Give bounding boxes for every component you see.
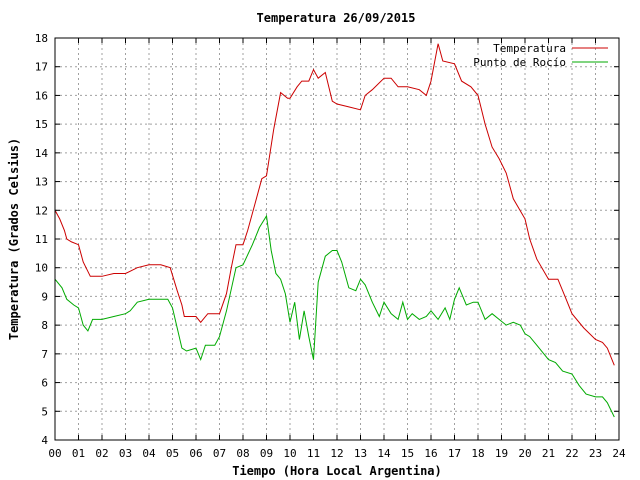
x-tick-label: 13: [354, 447, 367, 460]
x-tick-label: 00: [48, 447, 61, 460]
x-tick-label: 20: [518, 447, 531, 460]
y-tick-label: 9: [41, 290, 48, 303]
x-tick-label: 08: [236, 447, 249, 460]
x-tick-label: 21: [542, 447, 555, 460]
y-tick-label: 18: [35, 32, 48, 45]
x-tick-label: 10: [283, 447, 296, 460]
x-tick-label: 17: [448, 447, 461, 460]
series-lines: [54, 43, 615, 418]
series-line-temperatura: [54, 43, 615, 366]
y-tick-label: 13: [35, 176, 48, 189]
x-tick-label: 23: [589, 447, 602, 460]
y-tick-label: 7: [41, 348, 48, 361]
y-tick-label: 11: [35, 233, 48, 246]
x-tick-label: 02: [95, 447, 108, 460]
legend-label-punto-de-rocio: Punto de Rocío: [473, 56, 566, 69]
x-tick-label: 12: [330, 447, 343, 460]
x-tick-label: 15: [401, 447, 414, 460]
y-tick-label: 12: [35, 204, 48, 217]
x-tick-label: 19: [495, 447, 508, 460]
x-tick-label: 18: [471, 447, 484, 460]
x-tick-label: 22: [565, 447, 578, 460]
y-tick-label: 8: [41, 319, 48, 332]
y-tick-label: 15: [35, 118, 48, 131]
y-tick-label: 5: [41, 405, 48, 418]
chart-title: Temperatura 26/09/2015: [257, 11, 416, 25]
y-tick-labels: 4 5 6 7 8 9 10 11 12 13 14 15 16 17 18: [35, 32, 49, 447]
x-axis-label: Tiempo (Hora Local Argentina): [232, 464, 442, 478]
x-tick-label: 11: [307, 447, 320, 460]
y-tick-label: 4: [41, 434, 48, 447]
y-tick-label: 6: [41, 377, 48, 390]
x-tick-label: 04: [142, 447, 156, 460]
x-tick-label: 09: [260, 447, 273, 460]
y-tick-label: 10: [35, 262, 48, 275]
x-tick-label: 05: [166, 447, 179, 460]
y-tick-label: 14: [35, 147, 49, 160]
x-tick-label: 03: [119, 447, 132, 460]
x-tick-label: 01: [72, 447, 85, 460]
x-tick-label: 06: [189, 447, 202, 460]
grid: [55, 38, 619, 440]
y-axis-label: Temperatura (Grados Celsius): [7, 138, 21, 340]
y-tick-label: 17: [35, 61, 48, 74]
x-tick-label: 24: [612, 447, 626, 460]
series-line-punto-de-rocio: [54, 214, 615, 418]
legend-label-temperatura: Temperatura: [493, 42, 566, 55]
y-tick-label: 16: [35, 89, 48, 102]
x-tick-labels: 00 01 02 03 04 05 06 07 08 09 10 11 12 13 14 15 16 17 18 19…: [48, 447, 626, 460]
axis-ticks: [54, 37, 620, 441]
x-tick-label: 16: [424, 447, 437, 460]
x-tick-label: 07: [213, 447, 226, 460]
x-tick-label: 14: [377, 447, 391, 460]
